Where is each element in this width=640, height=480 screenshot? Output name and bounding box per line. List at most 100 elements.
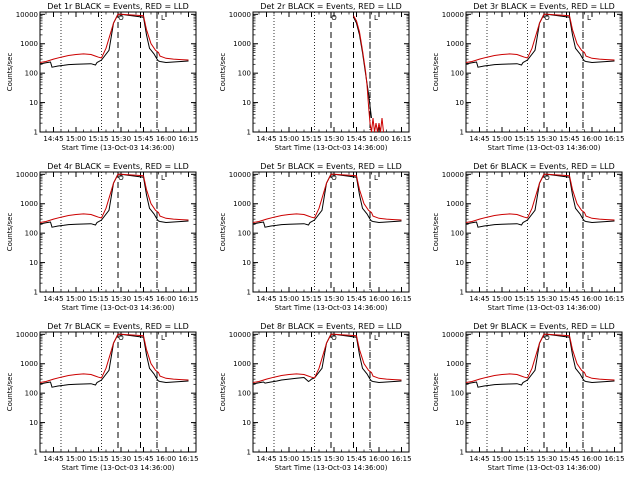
x-tick-label: 15:45 — [559, 135, 579, 143]
y-tick-label: 1000 — [446, 40, 464, 48]
events-series-line — [466, 173, 615, 228]
event-marker-l: L — [374, 334, 378, 342]
events-series-line — [253, 333, 402, 385]
x-tick-label: 15:15 — [301, 455, 321, 463]
y-tick-label: 1 — [460, 129, 464, 137]
x-tick-label: 15:30 — [111, 295, 131, 303]
events-series-line — [40, 173, 189, 228]
y-tick-label: 100 — [25, 390, 38, 398]
chart-panel-6: Det 6r BLACK = Events, RED = LLD 1 10 100 10… — [432, 162, 625, 312]
lld-series-line — [40, 333, 189, 383]
lld-series-line — [466, 173, 615, 223]
y-tick-label: 10000 — [442, 11, 464, 19]
x-tick-label: 15:15 — [514, 455, 534, 463]
y-tick-label: 1 — [247, 449, 251, 457]
y-tick-label: 1000 — [20, 40, 38, 48]
y-tick-label: 10 — [455, 99, 464, 107]
x-tick-label: 15:15 — [88, 135, 108, 143]
x-axis-label: Start Time (13-Oct-03 14:36:00) — [488, 144, 601, 152]
x-tick-label: 15:00 — [492, 455, 512, 463]
event-marker-l: L — [161, 174, 165, 182]
lld-series-line — [40, 173, 189, 223]
y-axis-label: Counts/sec — [219, 373, 227, 412]
x-tick-label: 15:45 — [133, 455, 153, 463]
event-marker-o: O — [118, 334, 124, 342]
y-tick-label: 10 — [455, 259, 464, 267]
x-tick-label: 15:45 — [133, 135, 153, 143]
x-tick-label: 14:45 — [43, 135, 63, 143]
x-tick-label: 15:30 — [324, 295, 344, 303]
lld-series-line — [253, 173, 402, 223]
chart-title: Det 8r BLACK = Events, RED = LLD — [260, 322, 402, 331]
y-tick-label: 1 — [247, 289, 251, 297]
event-marker-l: L — [587, 14, 591, 22]
event-marker-o: O — [331, 334, 337, 342]
event-marker-o: O — [331, 174, 337, 182]
x-tick-label: 14:45 — [43, 295, 63, 303]
chart-title: Det 6r BLACK = Events, RED = LLD — [473, 162, 615, 171]
x-tick-label: 16:15 — [604, 455, 624, 463]
x-tick-label: 15:00 — [66, 295, 86, 303]
x-axis-label: Start Time (13-Oct-03 14:36:00) — [275, 144, 388, 152]
x-tick-label: 15:45 — [346, 455, 366, 463]
x-tick-label: 15:15 — [514, 295, 534, 303]
lld-series-line — [40, 13, 189, 63]
x-tick-label: 15:30 — [537, 295, 557, 303]
lld-series-line — [466, 13, 615, 63]
y-tick-label: 10 — [242, 99, 251, 107]
x-axis-label: Start Time (13-Oct-03 14:36:00) — [62, 144, 175, 152]
x-tick-label: 15:30 — [537, 135, 557, 143]
x-tick-label: 16:15 — [178, 295, 198, 303]
x-tick-label: 14:45 — [469, 295, 489, 303]
x-tick-label: 15:45 — [346, 135, 366, 143]
y-tick-label: 1000 — [446, 200, 464, 208]
x-tick-label: 16:00 — [156, 135, 176, 143]
event-marker-l: L — [161, 14, 165, 22]
x-tick-label: 16:00 — [369, 455, 389, 463]
y-tick-label: 10000 — [16, 171, 38, 179]
chart-title: Det 4r BLACK = Events, RED = LLD — [47, 162, 189, 171]
x-tick-label: 15:00 — [279, 135, 299, 143]
x-tick-label: 15:45 — [346, 295, 366, 303]
event-marker-o: O — [118, 14, 124, 22]
y-tick-label: 10 — [242, 259, 251, 267]
event-marker-l: L — [374, 174, 378, 182]
x-tick-label: 15:00 — [279, 455, 299, 463]
lld-series-line — [353, 15, 384, 132]
chart-panel-8: Det 8r BLACK = Events, RED = LLD 1 10 100 10… — [219, 322, 412, 472]
x-tick-label: 16:15 — [604, 295, 624, 303]
x-tick-label: 16:00 — [156, 295, 176, 303]
x-axis-label: Start Time (13-Oct-03 14:36:00) — [488, 304, 601, 312]
lld-series-line — [253, 333, 402, 383]
event-marker-o: O — [544, 174, 550, 182]
y-tick-label: 10000 — [229, 331, 251, 339]
chart-title: Det 7r BLACK = Events, RED = LLD — [47, 322, 189, 331]
x-tick-label: 15:45 — [559, 455, 579, 463]
x-tick-label: 14:45 — [256, 295, 276, 303]
y-axis-label: Counts/sec — [6, 53, 14, 92]
x-axis-label: Start Time (13-Oct-03 14:36:00) — [62, 464, 175, 472]
chart-panel-3: Det 3r BLACK = Events, RED = LLD 1 10 100 10… — [432, 2, 625, 152]
chart-panel-2: Det 2r BLACK = Events, RED = LLD 1 10 100 10… — [219, 2, 412, 152]
y-tick-label: 100 — [25, 70, 38, 78]
y-tick-label: 100 — [238, 70, 251, 78]
y-tick-label: 1 — [460, 289, 464, 297]
events-series-line — [40, 333, 189, 388]
y-tick-label: 10 — [29, 259, 38, 267]
y-tick-label: 1 — [460, 449, 464, 457]
event-marker-o: O — [331, 14, 337, 22]
x-axis-label: Start Time (13-Oct-03 14:36:00) — [62, 304, 175, 312]
x-tick-label: 14:45 — [469, 135, 489, 143]
x-tick-label: 16:15 — [178, 455, 198, 463]
y-axis-label: Counts/sec — [6, 373, 14, 412]
y-tick-label: 1 — [34, 289, 38, 297]
x-tick-label: 15:45 — [559, 295, 579, 303]
event-marker-o: O — [118, 174, 124, 182]
y-axis-label: Counts/sec — [432, 373, 440, 412]
event-marker-l: L — [161, 334, 165, 342]
x-tick-label: 15:00 — [66, 135, 86, 143]
lld-series-line — [466, 333, 615, 383]
x-tick-label: 15:00 — [492, 135, 512, 143]
y-tick-label: 10000 — [442, 331, 464, 339]
